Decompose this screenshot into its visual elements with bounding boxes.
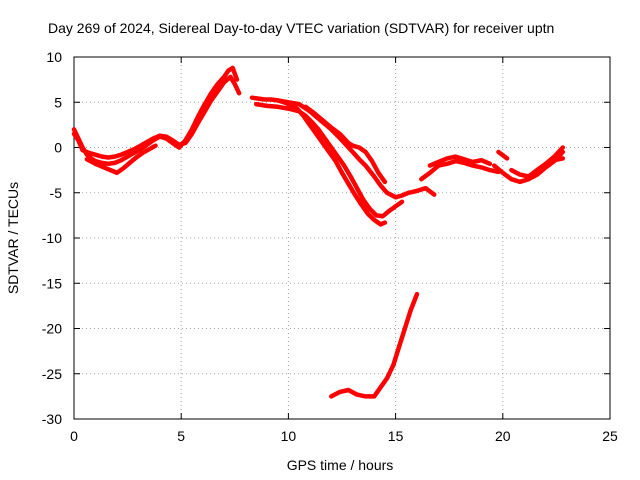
axis-ticks: 0 5 10 15 20 25 -30 -25 -20 -15 -10 -5 0 5 10: [42, 49, 618, 444]
y-tick-label: -5: [50, 185, 63, 201]
series-sat-c: [84, 143, 158, 176]
y-tick-label: 0: [54, 140, 62, 156]
series-sat-a: [71, 65, 240, 167]
x-tick-label: 20: [495, 428, 511, 444]
y-tick-label: -30: [42, 411, 62, 427]
series-sat-d: [249, 95, 388, 227]
y-tick-label: -15: [42, 275, 62, 291]
series-layer: [71, 65, 566, 399]
x-tick-label: 0: [70, 428, 78, 444]
x-tick-label: 25: [602, 428, 618, 444]
chart-title: Day 269 of 2024, Sidereal Day-to-day VTE…: [48, 20, 554, 36]
series-sat-h: [419, 158, 501, 182]
series-sat-i: [427, 154, 493, 168]
y-tick-label: 10: [46, 49, 62, 65]
grid: [74, 57, 610, 419]
series-sat-l: [526, 156, 566, 182]
series-sat-g: [303, 104, 388, 185]
x-axis-title: GPS time / hours: [287, 457, 394, 473]
x-tick-label: 5: [177, 428, 185, 444]
y-tick-label: -10: [42, 230, 62, 246]
y-tick-label: -25: [42, 366, 62, 382]
series-sat-b: [71, 74, 242, 160]
x-tick-label: 10: [281, 428, 297, 444]
y-tick-label: 5: [54, 94, 62, 110]
y-tick-label: -20: [42, 321, 62, 337]
y-axis-title: SDTVAR / TECUs: [5, 182, 21, 294]
series-sat-n: [329, 291, 420, 399]
series-sat-e: [253, 101, 405, 219]
x-tick-label: 15: [388, 428, 404, 444]
series-sat-m: [496, 149, 510, 161]
